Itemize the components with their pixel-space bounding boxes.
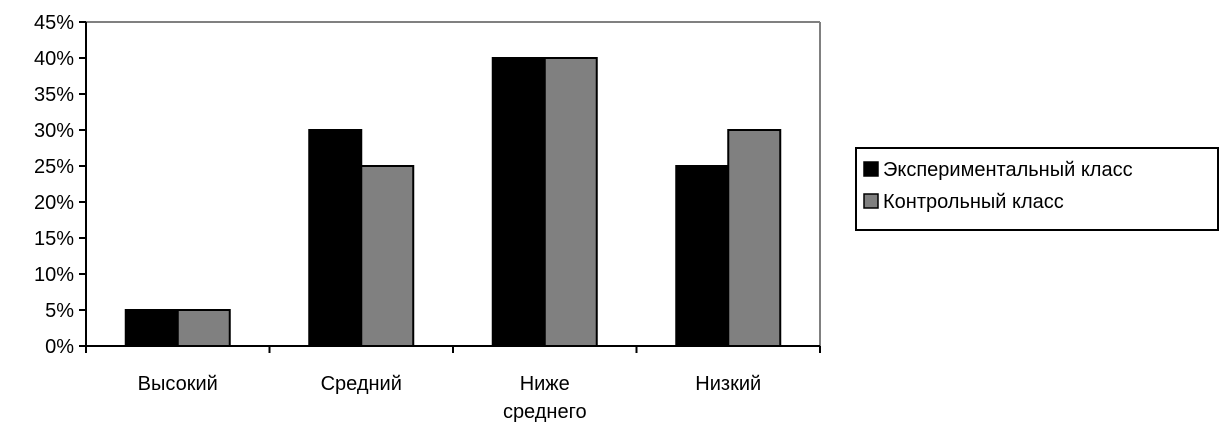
legend: Экспериментальный класс Контрольный класс bbox=[855, 147, 1219, 231]
x-category-label: Высокий bbox=[138, 373, 218, 395]
x-axis: Высокий Средний Ниже среднего Низкий bbox=[85, 345, 821, 423]
y-tick-label: 5% bbox=[45, 300, 74, 322]
y-axis: 0% 5% 10% 15% 20% 25% 30% 35% 40% 45% bbox=[34, 12, 87, 358]
legend-label: Экспериментальный класс bbox=[883, 159, 1133, 181]
plot-area bbox=[86, 21, 821, 347]
legend-swatch bbox=[863, 161, 879, 177]
x-category-label: Низкий bbox=[695, 373, 761, 395]
y-tick-label: 40% bbox=[34, 48, 74, 70]
y-tick-label: 15% bbox=[34, 228, 74, 250]
y-tick-label: 45% bbox=[34, 12, 74, 34]
bar-control-1 bbox=[360, 165, 415, 347]
bar-control-2 bbox=[543, 57, 598, 347]
y-tick-label: 20% bbox=[34, 192, 74, 214]
y-tick-label: 35% bbox=[34, 84, 74, 106]
y-tick-label: 10% bbox=[34, 264, 74, 286]
y-tick-label: 25% bbox=[34, 156, 74, 178]
bar-experimental-3 bbox=[675, 165, 730, 347]
bar-experimental-2 bbox=[491, 57, 546, 347]
bar-experimental-0 bbox=[124, 309, 179, 347]
y-tick-label: 0% bbox=[45, 336, 74, 358]
y-tick-label: 30% bbox=[34, 120, 74, 142]
x-category-label: Средний bbox=[321, 373, 402, 395]
legend-label: Контрольный класс bbox=[883, 191, 1064, 213]
legend-box bbox=[855, 147, 1219, 231]
bar-control-0 bbox=[176, 309, 231, 347]
bar-experimental-1 bbox=[308, 129, 363, 347]
x-category-label: Ниже среднего bbox=[503, 373, 587, 423]
legend-swatch bbox=[863, 193, 879, 209]
bar-control-3 bbox=[727, 129, 782, 347]
